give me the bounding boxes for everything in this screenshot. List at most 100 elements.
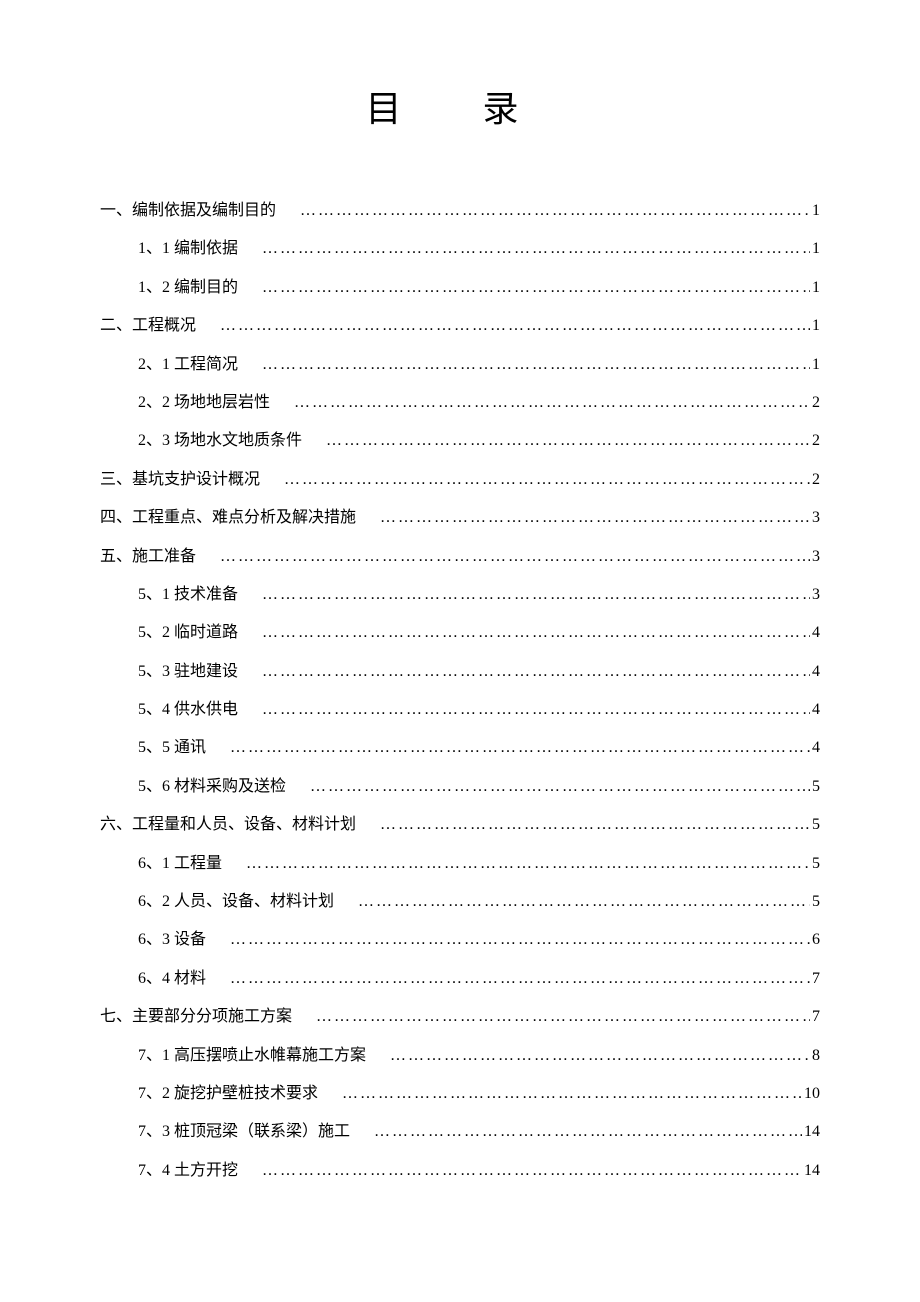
toc-leader-dots <box>310 768 810 806</box>
toc-leader-dots <box>374 1113 802 1151</box>
toc-entry: 7、1 高压摆喷止水帷幕施工方案 8 <box>100 1037 820 1075</box>
toc-leader-dots <box>284 461 810 499</box>
toc-leader-dots <box>262 614 810 652</box>
toc-entry: 5、3 驻地建设 4 <box>100 653 820 691</box>
toc-leader-dots <box>326 422 810 460</box>
toc-entry: 6、3 设备 6 <box>100 921 820 959</box>
toc-leader-dots <box>220 538 810 576</box>
toc-entry-page: 4 <box>810 653 820 691</box>
toc-entry: 7、3 桩顶冠梁（联系梁）施工14 <box>100 1113 820 1151</box>
document-page: 目 录 一、编制依据及编制目的11、1 编制依据11、2 编制目的1二、工程概况… <box>0 0 920 1250</box>
toc-entry: 6、1 工程量 5 <box>100 845 820 883</box>
toc-leader-dots <box>262 269 810 307</box>
toc-entry-label: 6、3 设备 <box>138 921 230 959</box>
toc-entry-label: 6、4 材料 <box>138 960 230 998</box>
toc-entry-page: 14 <box>802 1113 820 1151</box>
toc-entry-label: 7、2 旋挖护壁桩技术要求 <box>138 1075 342 1113</box>
toc-leader-dots <box>380 499 810 537</box>
toc-entry-page: 1 <box>810 230 820 268</box>
toc-entry-page: 2 <box>810 384 820 422</box>
toc-entry-label: 5、5 通讯 <box>138 729 230 767</box>
toc-entry: 6、4 材料7 <box>100 960 820 998</box>
toc-leader-dots <box>230 729 810 767</box>
toc-entry-page: 5 <box>810 768 820 806</box>
toc-entry: 5、4 供水供电 4 <box>100 691 820 729</box>
toc-entry-label: 四、工程重点、难点分析及解决措施 <box>100 499 380 537</box>
toc-entry: 2、2 场地地层岩性 2 <box>100 384 820 422</box>
toc-entry-page: 6 <box>810 921 820 959</box>
toc-entry-label: 2、2 场地地层岩性 <box>138 384 294 422</box>
toc-entry-page: 8 <box>810 1037 820 1075</box>
toc-entry-label: 三、基坑支护设计概况 <box>100 461 284 499</box>
toc-entry-label: 七、主要部分分项施工方案 <box>100 998 316 1036</box>
toc-leader-dots <box>262 691 810 729</box>
toc-entry: 一、编制依据及编制目的 1 <box>100 192 820 230</box>
toc-entry-label: 6、1 工程量 <box>138 845 246 883</box>
toc-entry-label: 六、工程量和人员、设备、材料计划 <box>100 806 380 844</box>
toc-entry-label: 5、6 材料采购及送检 <box>138 768 310 806</box>
toc-entry: 六、工程量和人员、设备、材料计划 5 <box>100 806 820 844</box>
toc-entry-page: 1 <box>810 346 820 384</box>
toc-entry-page: 3 <box>810 576 820 614</box>
toc-leader-dots <box>230 960 810 998</box>
toc-entry-page: 1 <box>810 192 820 230</box>
toc-leader-dots <box>230 921 810 959</box>
toc-entry-page: 1 <box>810 269 820 307</box>
toc-entry: 7、4 土方开挖 14 <box>100 1152 820 1190</box>
toc-leader-dots <box>358 883 810 921</box>
toc-entry-label: 2、3 场地水文地质条件 <box>138 422 326 460</box>
toc-entry: 五、施工准备 3 <box>100 538 820 576</box>
toc-entry-page: 7 <box>810 998 820 1036</box>
toc-entry-page: 10 <box>802 1075 820 1113</box>
toc-entry-label: 5、4 供水供电 <box>138 691 262 729</box>
toc-entry-label: 5、3 驻地建设 <box>138 653 262 691</box>
toc-entry-label: 2、1 工程简况 <box>138 346 262 384</box>
toc-leader-dots <box>220 307 810 345</box>
toc-entry: 5、1 技术准备3 <box>100 576 820 614</box>
toc-entry: 二、工程概况 1 <box>100 307 820 345</box>
toc-entry-page: 1 <box>810 307 820 345</box>
toc-leader-dots <box>390 1037 810 1075</box>
toc-list: 一、编制依据及编制目的11、1 编制依据11、2 编制目的1二、工程概况12、1… <box>100 192 820 1190</box>
toc-entry-label: 7、1 高压摆喷止水帷幕施工方案 <box>138 1037 390 1075</box>
toc-entry: 5、6 材料采购及送检 5 <box>100 768 820 806</box>
toc-entry: 四、工程重点、难点分析及解决措施 3 <box>100 499 820 537</box>
toc-entry: 2、1 工程简况 1 <box>100 346 820 384</box>
toc-leader-dots <box>380 806 810 844</box>
toc-entry-label: 二、工程概况 <box>100 307 220 345</box>
toc-leader-dots <box>262 1152 802 1190</box>
toc-entry: 1、1 编制依据 1 <box>100 230 820 268</box>
toc-entry-page: 5 <box>810 883 820 921</box>
toc-entry: 2、3 场地水文地质条件 2 <box>100 422 820 460</box>
toc-leader-dots <box>262 576 810 614</box>
toc-entry-label: 5、2 临时道路 <box>138 614 262 652</box>
toc-entry-page: 2 <box>810 461 820 499</box>
toc-entry: 6、2 人员、设备、材料计划 5 <box>100 883 820 921</box>
toc-leader-dots <box>262 653 810 691</box>
toc-entry-label: 6、2 人员、设备、材料计划 <box>138 883 358 921</box>
toc-entry: 1、2 编制目的 1 <box>100 269 820 307</box>
toc-entry-page: 5 <box>810 806 820 844</box>
toc-entry-label: 7、4 土方开挖 <box>138 1152 262 1190</box>
toc-leader-dots <box>246 845 810 883</box>
toc-entry-page: 2 <box>810 422 820 460</box>
toc-entry-page: 3 <box>810 538 820 576</box>
toc-title: 目 录 <box>100 80 820 132</box>
toc-entry-label: 1、1 编制依据 <box>138 230 262 268</box>
toc-entry: 7、2 旋挖护壁桩技术要求 10 <box>100 1075 820 1113</box>
toc-entry-page: 5 <box>810 845 820 883</box>
toc-entry-page: 4 <box>810 729 820 767</box>
toc-entry-label: 一、编制依据及编制目的 <box>100 192 300 230</box>
toc-leader-dots <box>262 346 810 384</box>
toc-entry-label: 1、2 编制目的 <box>138 269 262 307</box>
toc-entry-page: 14 <box>802 1152 820 1190</box>
toc-leader-dots <box>294 384 810 422</box>
toc-entry: 5、2 临时道路 4 <box>100 614 820 652</box>
toc-entry-page: 3 <box>810 499 820 537</box>
toc-entry-label: 五、施工准备 <box>100 538 220 576</box>
toc-leader-dots <box>342 1075 802 1113</box>
toc-entry-page: 4 <box>810 691 820 729</box>
toc-leader-dots <box>262 230 810 268</box>
toc-entry-page: 4 <box>810 614 820 652</box>
toc-leader-dots <box>316 998 810 1036</box>
